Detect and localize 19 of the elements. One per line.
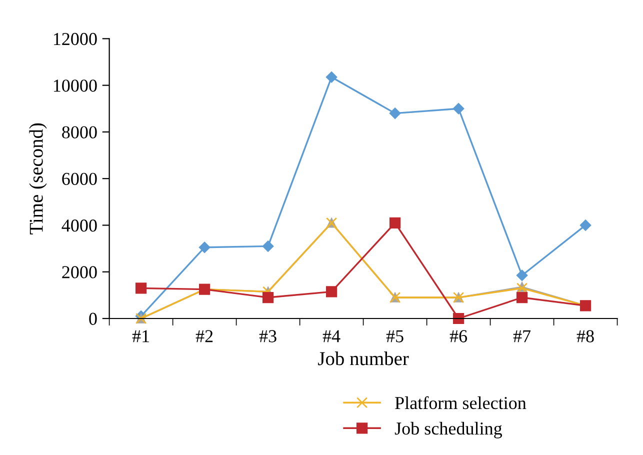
- y-tick-label: 12000: [54, 32, 97, 46]
- y-tick-label: 2000: [62, 266, 97, 278]
- y-axis-title: Time (second): [29, 123, 47, 234]
- x-tick-label: #5: [386, 330, 404, 342]
- x-tick-label: #6: [450, 330, 468, 342]
- x-tick-label: #2: [196, 330, 213, 342]
- legend-label: Job scheduling: [394, 422, 502, 438]
- y-tick-label: 0: [89, 312, 97, 325]
- x-axis-title: Job number: [318, 352, 409, 366]
- y-tick-label: 10000: [54, 80, 97, 92]
- y-tick-label: 6000: [62, 172, 97, 186]
- x-tick-label: #8: [576, 330, 594, 342]
- x-tick-label: #4: [322, 330, 340, 342]
- legend-label: Platform selection: [395, 396, 526, 410]
- x-tick-label: #7: [513, 330, 531, 342]
- x-tick-label: #3: [259, 330, 276, 342]
- y-tick-label: 8000: [62, 126, 97, 138]
- x-tick-label: #1: [132, 330, 150, 342]
- y-tick-label: 4000: [62, 219, 97, 232]
